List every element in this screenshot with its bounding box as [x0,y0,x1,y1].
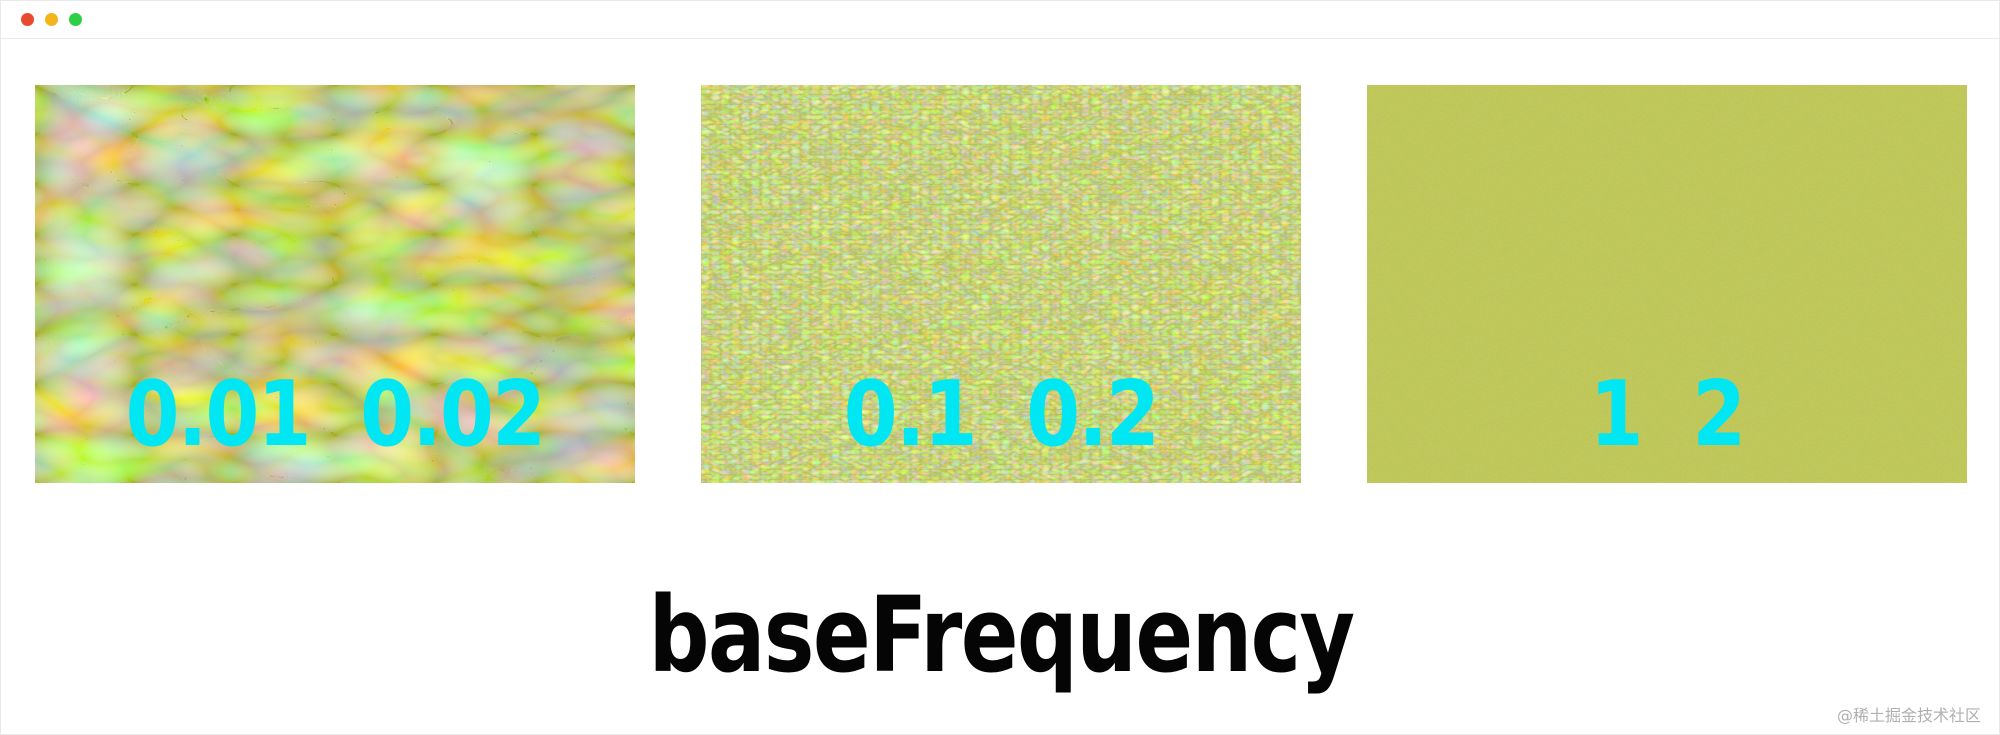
window-titlebar [1,1,1999,39]
turbulence-panel-high: 1 2 [1367,85,1967,483]
minimize-icon[interactable] [45,13,58,26]
turbulence-texture-high [1367,85,1967,483]
frequency-label: 0.01 0.02 [125,362,546,467]
turbulence-texture-low [35,85,635,483]
frequency-label: 0.1 0.2 [843,362,1160,467]
close-icon[interactable] [21,13,34,26]
turbulence-panel-medium: 0.1 0.2 [701,85,1301,483]
maximize-icon[interactable] [69,13,82,26]
watermark: @稀土掘金技术社区 [1836,706,1981,725]
turbulence-panel-low: 0.01 0.02 [35,85,635,483]
turbulence-texture-medium [701,85,1301,483]
frequency-label: 1 2 [1589,362,1746,467]
page-title: baseFrequency [648,574,1355,696]
